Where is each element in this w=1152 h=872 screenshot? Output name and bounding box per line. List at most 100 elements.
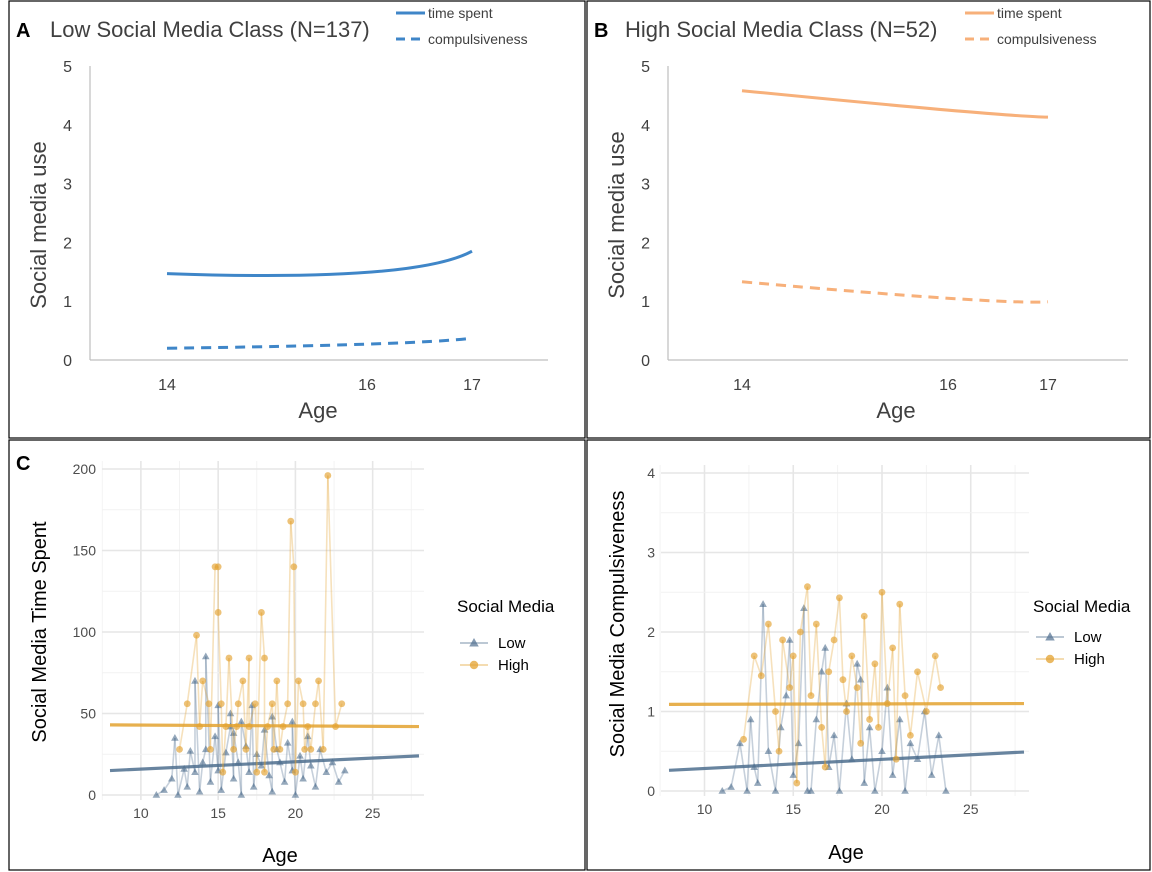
panel-d-trajectory-high: [838, 597, 844, 680]
panel-c-point-low: [222, 748, 230, 756]
panel-d-point-high: [907, 731, 914, 739]
panel-d-trajectory-low: [874, 751, 883, 792]
panel-d-trajectory-high: [859, 616, 866, 744]
panel-c-point-high: [307, 745, 315, 753]
panel-d-point-high: [830, 636, 838, 644]
panel-b-series-compulsiveness: [741, 280, 1049, 304]
panel-c-point-low: [311, 782, 320, 790]
panel-d-trajectory-low: [820, 647, 826, 672]
panel-d-point-high: [818, 724, 826, 731]
panel-c-point-low: [322, 768, 331, 775]
panel-c-point-low: [288, 717, 297, 725]
panel-d-trajectory-high: [856, 687, 862, 744]
panel-c-trajectory-high: [195, 635, 201, 727]
panel-d-point-high: [807, 692, 815, 699]
panel-c-point-high: [338, 700, 346, 708]
panel-c-trajectory-high: [228, 658, 235, 750]
panel-a-title: Low Social Media Class (N=137): [50, 17, 370, 42]
panel-b-x-tick: 16: [939, 377, 957, 394]
panel-c-trajectory-low: [271, 716, 278, 750]
panel-d-point-low: [817, 667, 826, 675]
panel-c-point-low: [252, 750, 261, 758]
panel-c-point-high: [315, 677, 322, 685]
panel-a-series-time-spent: [166, 249, 473, 278]
panel-c-point-low: [245, 768, 253, 775]
panel-d-trajectory-high: [827, 639, 835, 672]
panel-a-border: [8, 0, 586, 439]
panel-c-y-tick: 50: [80, 706, 96, 722]
panel-d-trajectory-high: [781, 639, 791, 688]
panel-d-point-low: [901, 787, 909, 794]
panel-d-trajectory-low: [815, 671, 823, 720]
panel-d-point-high: [931, 652, 939, 660]
panel-d-trajectory-low: [916, 711, 926, 760]
panel-d-point-low: [812, 715, 821, 723]
panel-c-point-high: [268, 700, 276, 708]
panel-d-trajectory-low: [749, 719, 755, 768]
panel-c-point-high: [261, 654, 268, 662]
panel-d-trajectory-high: [916, 671, 928, 712]
panel-d-trajectory-low: [863, 727, 871, 784]
panel-c-trajectory-high: [293, 566, 297, 773]
panel-d-trajectory-low: [780, 695, 787, 728]
panel-c-trajectory-low: [217, 705, 223, 791]
panel-d-trajectory-high: [774, 711, 780, 752]
panel-d-x-tick: 20: [874, 801, 890, 817]
panel-d-point-high: [750, 652, 758, 660]
panel-c-point-low: [341, 766, 349, 774]
panel-c-trajectory-high: [306, 726, 312, 750]
panel-d-trajectory-low: [803, 608, 809, 792]
panel-d-trajectory-high: [806, 586, 812, 696]
panel-d-point-low: [718, 787, 727, 794]
panel-c-point-high: [295, 677, 302, 685]
panel-c-trajectory-high: [220, 703, 224, 773]
panel-d-point-low: [746, 715, 755, 723]
panel-c-point-low: [257, 761, 266, 769]
panel-d-point-high: [848, 652, 856, 660]
panel-d-point-low: [753, 779, 762, 786]
panel-d-point-low: [777, 723, 785, 731]
panel-d-trajectory-high: [868, 663, 876, 720]
panel-d-trajectory-high: [767, 623, 777, 712]
panel-d-legend-marker: [1045, 654, 1055, 664]
panel-d-ylabel: Social Media Compulsiveness: [607, 491, 629, 758]
panel-d-trajectory-high: [820, 727, 826, 768]
panel-c-trajectory-high: [282, 703, 289, 727]
panel-c-point-low: [174, 791, 182, 798]
panel-c-trajectory-low: [263, 729, 270, 776]
panel-d-trajectory-high: [753, 655, 763, 676]
panel-c-point-high: [299, 700, 307, 708]
panel-d-point-high: [796, 628, 804, 636]
panel-d-xlabel: Age: [828, 842, 864, 864]
panel-d-point-low: [856, 675, 865, 683]
panel-c-trajectory-high: [221, 726, 227, 773]
panel-c-point-low: [168, 774, 176, 782]
panel-d-point-low: [800, 604, 808, 611]
panel-c-legend-marker: [469, 660, 479, 670]
panel-c-trajectory-high: [201, 680, 210, 704]
panel-b-y-tick: 2: [641, 235, 650, 252]
panel-a-series-compulsiveness: [166, 336, 473, 350]
panel-d-trend-high: [668, 701, 1025, 706]
panel-c-trajectory-high: [279, 726, 284, 750]
panel-c-point-low: [268, 712, 277, 720]
panel-c-point-low: [307, 761, 315, 769]
panel-d-trajectory-high: [815, 624, 823, 728]
panel-c-point-low: [334, 777, 343, 785]
panel-d-point-high: [839, 676, 847, 684]
panel-d-point-low: [736, 739, 744, 747]
panel-c-x-tick: 10: [133, 805, 149, 821]
panel-d-y-tick: 2: [647, 624, 655, 640]
panel-d-point-high: [836, 594, 843, 602]
panel-d-trajectory-high: [788, 655, 795, 688]
panel-c-point-low: [229, 729, 238, 736]
panel-d-trajectory-low: [891, 719, 901, 776]
panel-c-point-low: [280, 777, 289, 785]
panel-d-point-low: [860, 779, 869, 786]
panel-c-point-high: [287, 517, 295, 525]
panel-d-point-high: [789, 652, 797, 660]
panel-c-legend-label: Low: [498, 635, 526, 652]
panel-c-point-low: [226, 709, 235, 717]
panel-d-point-high: [889, 644, 897, 652]
panel-d-point-high: [821, 763, 829, 771]
